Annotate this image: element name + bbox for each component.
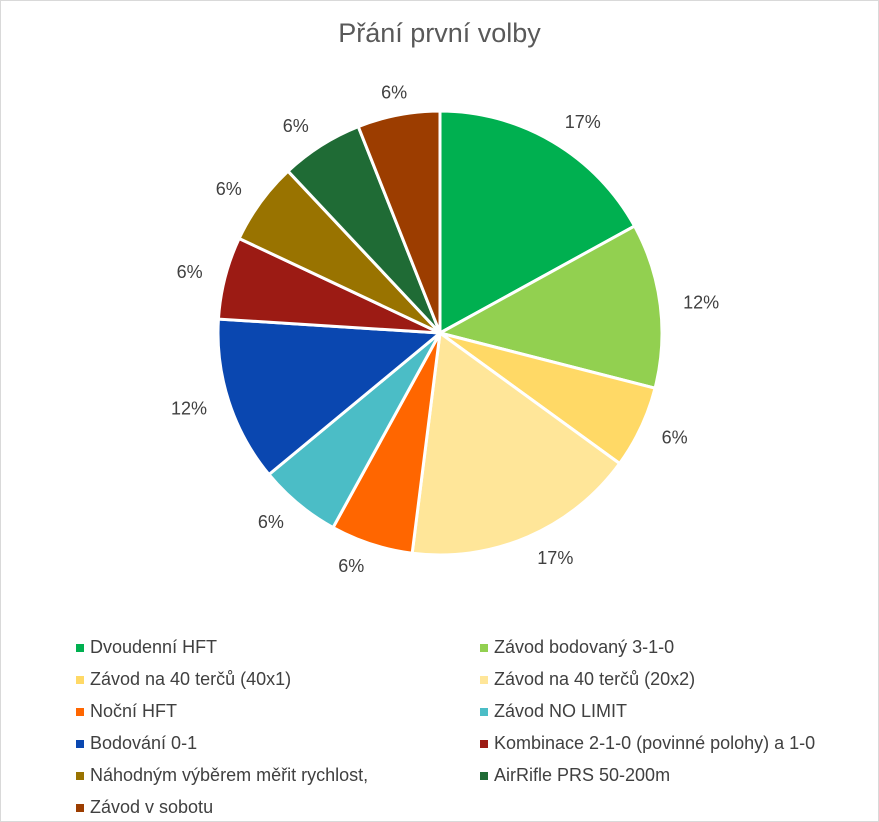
- data-label-8: 6%: [177, 262, 203, 282]
- legend-item-10: AirRifle PRS 50-200m: [480, 765, 670, 786]
- data-label-2: 12%: [683, 292, 719, 312]
- legend-item-11: Závod v sobotu: [76, 797, 213, 818]
- legend-swatch-6: [480, 707, 488, 716]
- legend-label-7: Bodování 0-1: [90, 733, 198, 753]
- legend-swatch-8: [480, 739, 488, 748]
- legend-item-1: Dvoudenní HFT: [76, 637, 217, 658]
- legend-swatch-11: [76, 803, 84, 812]
- chart-title: Přání první volby: [338, 18, 541, 48]
- legend-item-3: Závod na 40 terčů (40x1): [76, 669, 291, 690]
- legend-item-9: Náhodným výběrem měřit rychlost,: [76, 765, 368, 786]
- legend-swatch-10: [480, 771, 488, 780]
- legend-swatch-9: [76, 771, 84, 780]
- legend-swatch-3: [76, 675, 84, 684]
- legend-item-5: Noční HFT: [76, 701, 177, 722]
- legend-item-7: Bodování 0-1: [76, 733, 197, 754]
- pie-slice-1: [438, 109, 637, 336]
- legend-label-3: Závod na 40 terčů (40x1): [90, 669, 292, 689]
- legend-label-4: Závod na 40 terčů (20x2): [494, 669, 696, 689]
- legend-label-6: Závod NO LIMIT: [494, 701, 628, 721]
- data-label-7: 12%: [171, 399, 207, 419]
- legend-label-9: Náhodným výběrem měřit rychlost,: [90, 765, 369, 785]
- legend-swatch-1: [76, 643, 84, 652]
- data-label-1: 17%: [565, 112, 601, 132]
- legend-label-8: Kombinace 2-1-0 (povinné polohy) a 1-0: [494, 733, 816, 753]
- legend-swatch-4: [480, 675, 488, 684]
- legend-item-4: Závod na 40 terčů (20x2): [480, 669, 695, 690]
- data-label-6: 6%: [258, 512, 284, 532]
- data-label-4: 17%: [537, 548, 573, 568]
- pie-slice-7: [216, 317, 444, 477]
- legend-item-6: Závod NO LIMIT: [480, 701, 627, 722]
- legend-label-5: Noční HFT: [90, 701, 178, 721]
- pie-slice-2: [435, 224, 664, 391]
- pie-slice-11: [356, 109, 442, 334]
- pie-slice-4: [410, 330, 622, 557]
- legend-item-8: Kombinace 2-1-0 (povinné polohy) a 1-0: [480, 733, 815, 754]
- legend-label-10: AirRifle PRS 50-200m: [494, 765, 671, 785]
- legend-swatch-5: [76, 707, 84, 716]
- legend-label-2: Závod bodovaný 3-1-0: [494, 637, 675, 657]
- legend-label-11: Závod v sobotu: [90, 797, 214, 817]
- data-label-5: 6%: [338, 556, 364, 576]
- legend-label-1: Dvoudenní HFT: [90, 637, 218, 657]
- data-label-10: 6%: [283, 116, 309, 136]
- data-label-9: 6%: [216, 179, 242, 199]
- legend-swatch-7: [76, 739, 84, 748]
- data-label-3: 6%: [662, 427, 688, 447]
- legend-item-2: Závod bodovaný 3-1-0: [480, 637, 674, 658]
- legend-swatch-2: [480, 643, 488, 652]
- data-label-11: 6%: [381, 82, 407, 102]
